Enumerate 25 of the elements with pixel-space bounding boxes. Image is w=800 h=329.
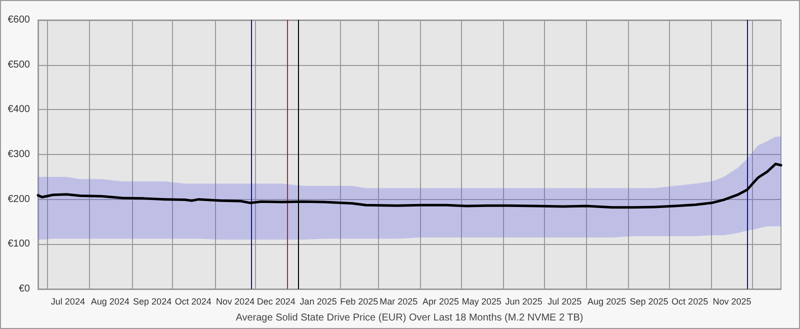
- x-tick-label: Oct 2024: [174, 296, 212, 306]
- x-tick-label: Jul 2024: [50, 296, 85, 306]
- x-axis-title: Average Solid State Drive Price (EUR) Over Last 18 Months (M.2 NVME 2 TB): [236, 312, 584, 324]
- y-tick-label: €200: [8, 194, 30, 205]
- y-tick-label: €400: [8, 104, 30, 116]
- x-tick-label: Sep 2025: [630, 296, 668, 306]
- y-tick-label: €300: [8, 149, 30, 160]
- y-tick-label: €600: [8, 14, 30, 26]
- y-tick-label: €0: [18, 284, 30, 294]
- x-tick-label: Nov 2025: [712, 296, 752, 306]
- x-tick-label: Oct 2025: [672, 296, 708, 306]
- y-tick-label: €500: [8, 59, 30, 70]
- x-tick-label: Jul 2025: [548, 296, 582, 306]
- x-tick-label: Sep 2024: [133, 296, 172, 306]
- x-tick-label: Nov 2024: [216, 296, 255, 306]
- y-tick-label: €100: [8, 238, 30, 250]
- x-tick-label: Dec 2024: [256, 296, 296, 306]
- x-tick-label: Jun 2025: [505, 296, 542, 306]
- x-tick-label: Mar 2025: [380, 296, 418, 306]
- x-tick-label: May 2025: [462, 296, 502, 306]
- x-tick-label: Jan 2025: [300, 296, 337, 306]
- x-tick-label: Feb 2025: [340, 296, 378, 306]
- x-tick-label: Aug 2024: [90, 296, 130, 306]
- x-tick-label: Apr 2025: [422, 296, 460, 306]
- x-tick-label: Aug 2025: [588, 296, 626, 306]
